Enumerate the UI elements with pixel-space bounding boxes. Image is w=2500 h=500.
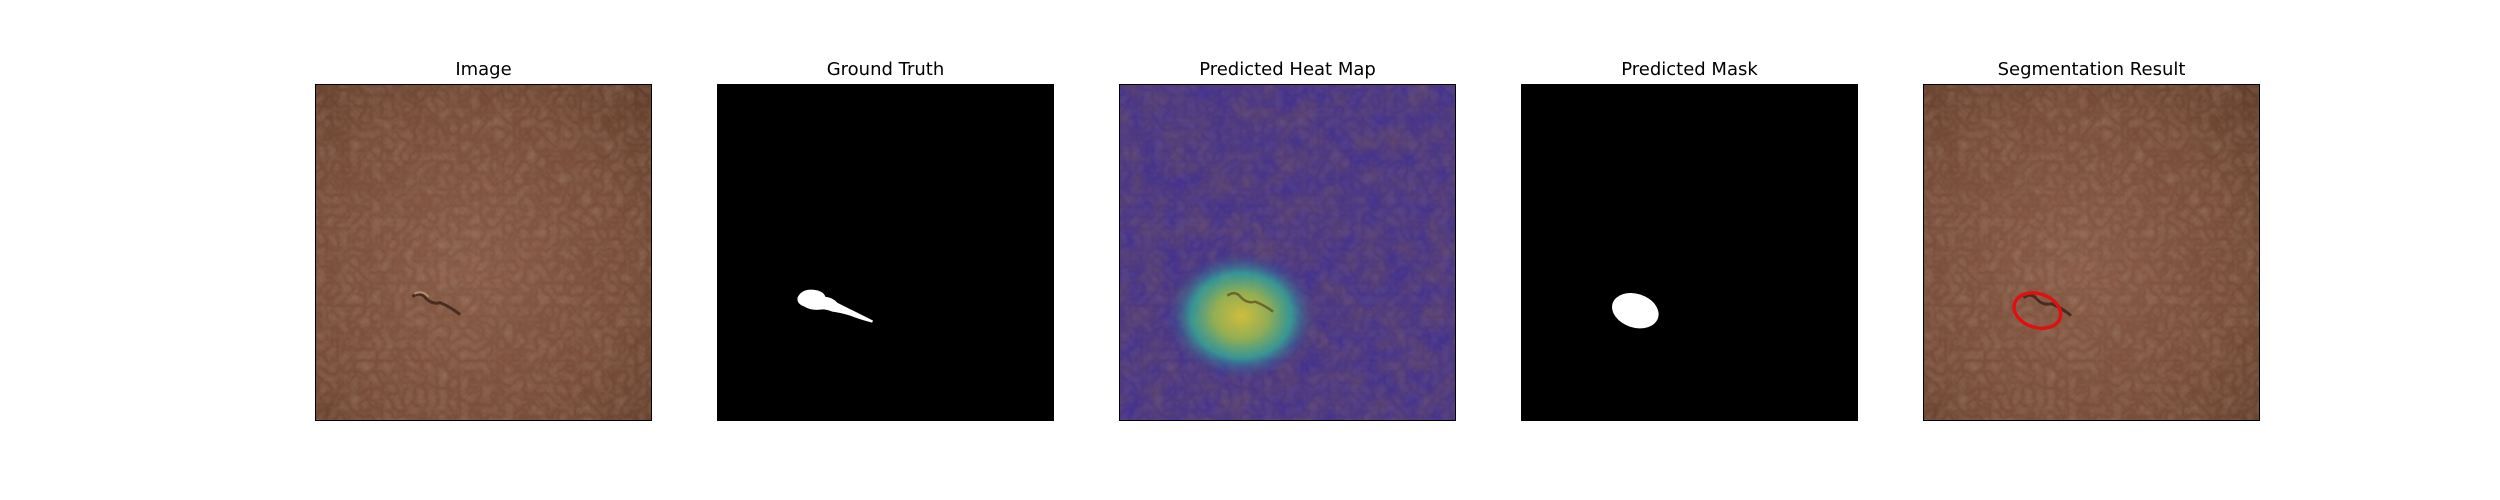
panel-title: Ground Truth xyxy=(826,59,945,80)
heat-hotspot xyxy=(1163,250,1319,382)
panel-predicted-mask: Predicted Mask xyxy=(1521,0,1858,500)
leather-image xyxy=(315,84,652,421)
panel-ground-truth: Ground Truth xyxy=(717,0,1054,500)
predicted-mask xyxy=(1521,84,1858,421)
segmentation-contour xyxy=(1923,84,2260,421)
panel-segmentation-result: Segmentation Result xyxy=(1923,0,2260,500)
heatmap-overlay xyxy=(1119,84,1456,421)
mask-region xyxy=(1612,292,1659,329)
panel-image: Image xyxy=(315,0,652,500)
panel-title: Image xyxy=(455,59,512,80)
contour-outline xyxy=(2012,291,2063,331)
panel-title: Segmentation Result xyxy=(1997,59,2186,80)
defect-scratch xyxy=(411,291,462,316)
panel-title: Predicted Mask xyxy=(1621,59,1758,80)
panel-title: Predicted Heat Map xyxy=(1199,59,1376,80)
mask-region xyxy=(797,289,874,323)
panel-heatmap: Predicted Heat Map xyxy=(1119,0,1456,500)
ground-truth-mask xyxy=(717,84,1054,421)
